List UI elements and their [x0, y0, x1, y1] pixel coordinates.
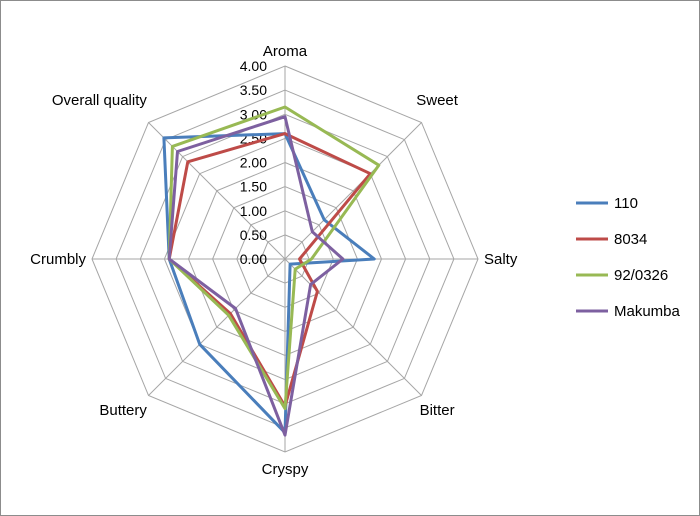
legend[interactable]: 110 8034 92/0326 Makumba	[576, 195, 681, 320]
axis-label: Buttery	[99, 402, 147, 419]
series-makumba	[167, 115, 345, 437]
radial-tick-label: 3.00	[240, 106, 267, 122]
axis-label: Overall quality	[52, 92, 148, 109]
radial-tick-labels: 0.000.501.001.502.002.503.003.504.00	[240, 58, 267, 267]
radial-tick-label: 3.50	[240, 82, 267, 98]
axis-label: Crumbly	[30, 251, 86, 268]
axis-spoke	[284, 258, 422, 396]
axis-label: Aroma	[263, 43, 308, 60]
legend-entry[interactable]: 110	[576, 195, 638, 212]
series-layer	[162, 105, 381, 437]
radial-tick-label: 0.00	[240, 251, 267, 267]
axis-labels: Aroma Sweet Salty Bitter Cryspy Buttery Crumbl…	[30, 43, 518, 478]
legend-entry[interactable]: 92/0326	[576, 267, 668, 284]
legend-label: Makumba	[614, 303, 681, 320]
series-92-0326	[167, 105, 381, 411]
axis-label: Bitter	[420, 402, 455, 419]
legend-entry[interactable]: 8034	[576, 231, 647, 248]
legend-label: 110	[614, 195, 638, 212]
axis-label: Salty	[484, 251, 518, 268]
radial-tick-label: 2.00	[240, 155, 267, 171]
axis-label: Sweet	[416, 92, 459, 109]
legend-label: 92/0326	[614, 267, 668, 284]
axis-spoke	[148, 122, 286, 260]
legend-entry[interactable]: Makumba	[576, 303, 681, 320]
axis-spoke	[284, 122, 422, 260]
radial-tick-label: 0.50	[240, 227, 267, 243]
axis-spoke	[148, 258, 286, 396]
legend-label: 8034	[614, 231, 647, 248]
radial-tick-label: 1.50	[240, 179, 267, 195]
axis-label: Cryspy	[262, 461, 309, 478]
radial-tick-label: 4.00	[240, 58, 267, 74]
radial-tick-label: 1.00	[240, 203, 267, 219]
